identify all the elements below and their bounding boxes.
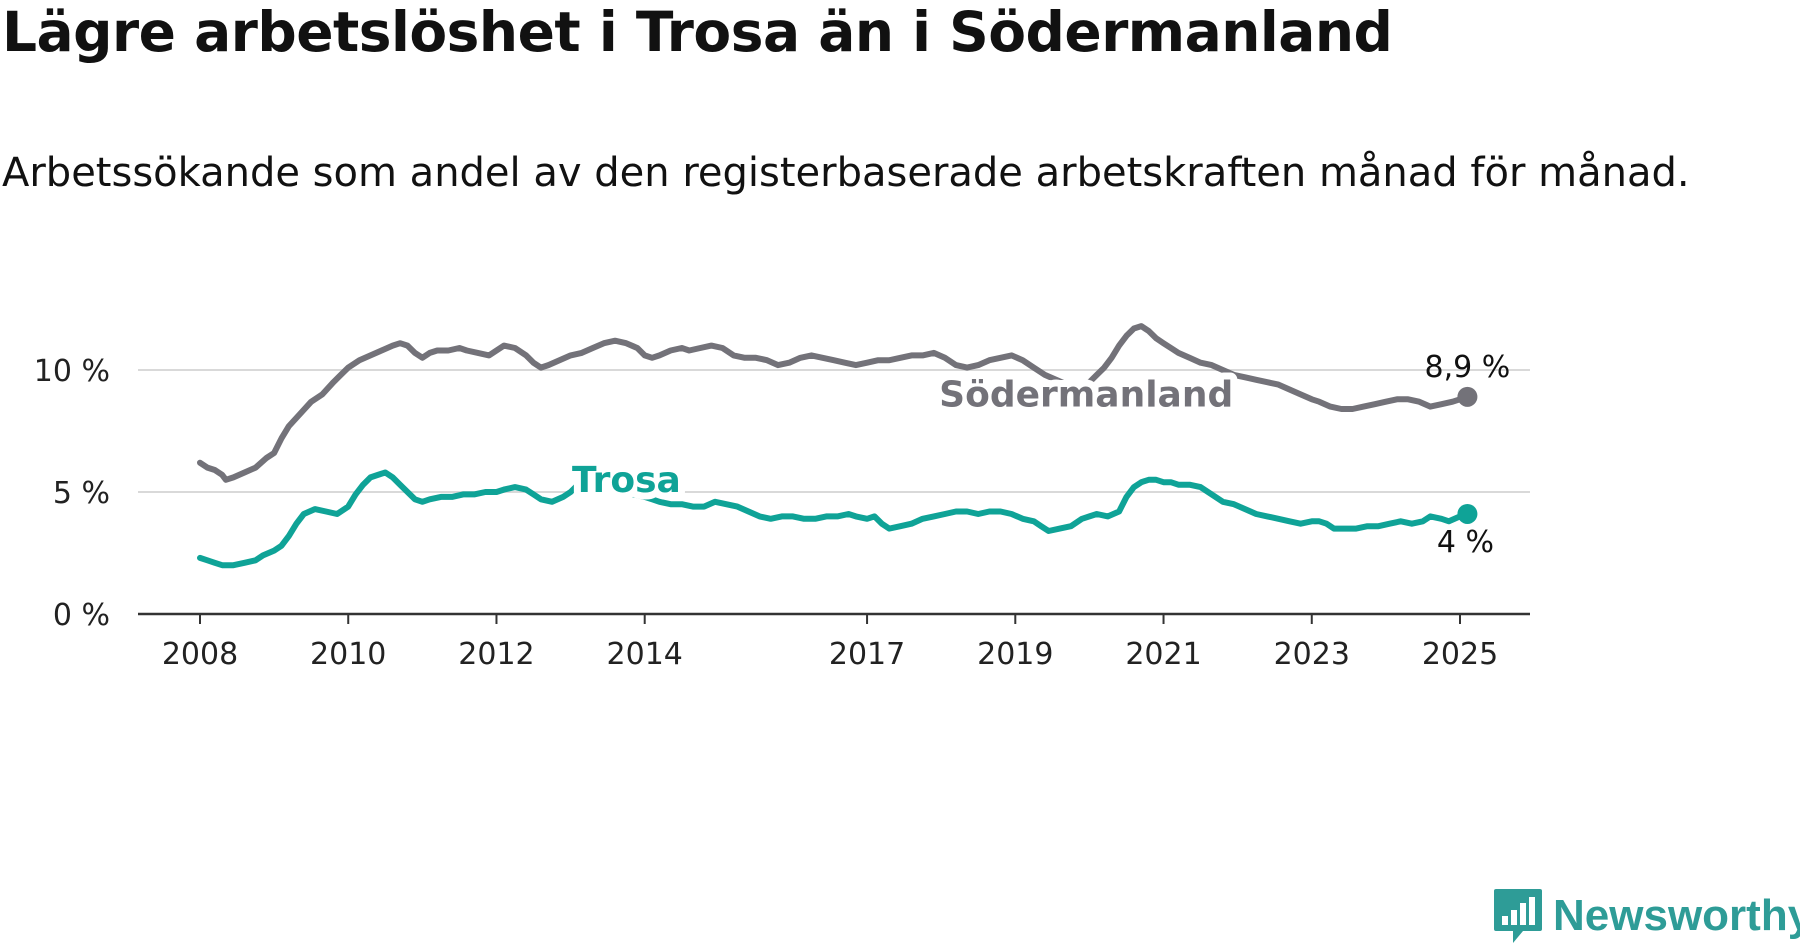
chart-subtitle: Arbetssökande som andel av den registerb… [2, 150, 1690, 196]
x-tick-label: 2019 [977, 637, 1053, 672]
y-tick-label: 0 % [53, 598, 110, 633]
x-tick-label: 2017 [829, 637, 905, 672]
y-tick-label: 5 % [53, 476, 110, 511]
x-tick-label: 2010 [310, 637, 386, 672]
end-value-label: 4 % [1437, 525, 1494, 560]
y-tick-label: 10 % [34, 354, 110, 389]
series-label-halo: Södermanland [939, 374, 1233, 415]
x-tick-label: 2023 [1274, 637, 1350, 672]
x-tick-label: 2014 [607, 637, 683, 672]
chart-title: Lägre arbetslöshet i Trosa än i Söderman… [2, 0, 1393, 64]
newsworthy-logo: Newsworthy [1493, 885, 1800, 947]
y-axis-ticks: 0 % 5 % 10 % [34, 354, 110, 633]
series-label-halo: Trosa [572, 460, 681, 501]
series-label-trosa: Trosa [572, 460, 681, 501]
series-lines [197, 323, 1478, 569]
brand-name: Newsworthy [1553, 891, 1800, 940]
end-value-label: 8,9 % [1425, 350, 1511, 385]
end-point-marker [1457, 503, 1478, 524]
newsworthy-logo-icon [1494, 889, 1542, 943]
x-tick-label: 2012 [458, 637, 534, 672]
end-point-marker [1457, 386, 1478, 407]
series-label-södermanland: Södermanland [939, 374, 1233, 415]
x-tick-label: 2008 [162, 637, 238, 672]
x-tick-label: 2025 [1422, 637, 1498, 672]
x-tick-label: 2021 [1125, 637, 1201, 672]
series-line-södermanland [197, 323, 1471, 483]
x-axis-ticks: 2008 2010 2012 2014 2017 2019 2021 2023 2025 [162, 614, 1498, 672]
gridlines [138, 369, 1530, 493]
series-line-trosa [197, 469, 1471, 569]
